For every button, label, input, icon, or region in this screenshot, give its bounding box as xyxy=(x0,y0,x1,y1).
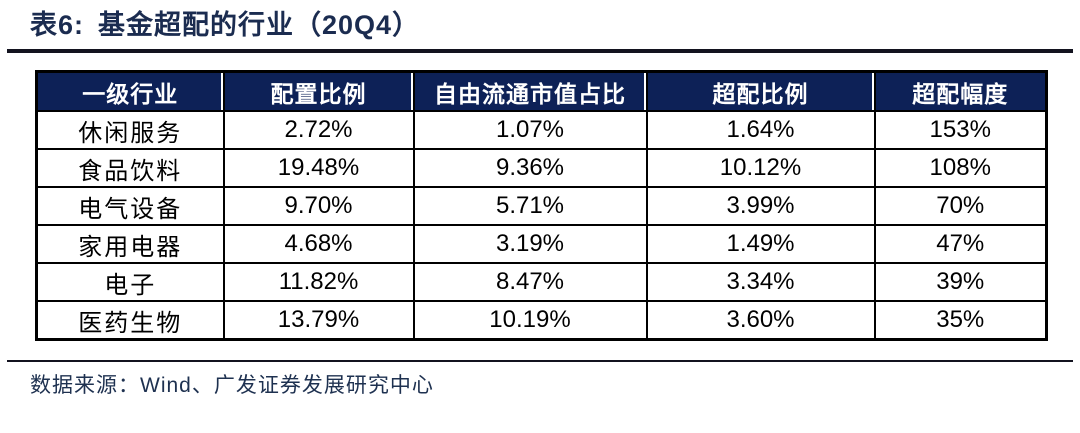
overweight-ratio-value: 3.60% xyxy=(645,300,876,341)
allocation-ratio-value: 11.82% xyxy=(222,262,415,302)
overweight-ratio-value: 10.12% xyxy=(645,148,876,188)
industry-name: 家用电器 xyxy=(35,224,225,264)
footer-divider xyxy=(7,360,1073,362)
free-float-mcap-share-value: 1.07% xyxy=(412,110,648,150)
data-source: 数据来源：Wind、广发证券发展研究中心 xyxy=(30,374,434,397)
fund-overweight-industries-table: 一级行业 配置比例 自由流通市值占比 超配比例 超配幅度 休闲服务 2.72% … xyxy=(35,70,1048,341)
title-divider xyxy=(7,49,1073,53)
industry-name: 食品饮料 xyxy=(35,148,225,188)
free-float-mcap-share-value: 3.19% xyxy=(412,224,648,264)
free-float-mcap-share-value: 8.47% xyxy=(412,262,648,302)
industry-name: 电气设备 xyxy=(35,186,225,226)
column-header-overweight-ratio: 超配比例 xyxy=(645,70,876,112)
table-row: 电子 11.82% 8.47% 3.34% 39% xyxy=(35,262,1048,302)
industry-name: 休闲服务 xyxy=(35,110,225,150)
table-row: 电气设备 9.70% 5.71% 3.99% 70% xyxy=(35,186,1048,226)
overweight-magnitude-value: 35% xyxy=(873,300,1048,341)
table-number-label: 表6: xyxy=(30,10,85,40)
industry-name: 电子 xyxy=(35,262,225,302)
overweight-magnitude-value: 47% xyxy=(873,224,1048,264)
overweight-ratio-value: 1.49% xyxy=(645,224,876,264)
allocation-ratio-value: 13.79% xyxy=(222,300,415,341)
column-header-industry: 一级行业 xyxy=(35,70,225,112)
table-title-text: 基金超配的行业（20Q4） xyxy=(98,10,421,40)
free-float-mcap-share-value: 9.36% xyxy=(412,148,648,188)
table-header-row: 一级行业 配置比例 自由流通市值占比 超配比例 超配幅度 xyxy=(35,70,1048,112)
allocation-ratio-value: 2.72% xyxy=(222,110,415,150)
column-header-allocation-ratio: 配置比例 xyxy=(222,70,415,112)
table-row: 休闲服务 2.72% 1.07% 1.64% 153% xyxy=(35,110,1048,150)
overweight-magnitude-value: 70% xyxy=(873,186,1048,226)
free-float-mcap-share-value: 10.19% xyxy=(412,300,648,341)
allocation-ratio-value: 4.68% xyxy=(222,224,415,264)
table-row: 家用电器 4.68% 3.19% 1.49% 47% xyxy=(35,224,1048,264)
table-row: 食品饮料 19.48% 9.36% 10.12% 108% xyxy=(35,148,1048,188)
overweight-ratio-value: 3.99% xyxy=(645,186,876,226)
allocation-ratio-value: 19.48% xyxy=(222,148,415,188)
table-title: 表6: 基金超配的行业（20Q4） xyxy=(30,8,1080,42)
overweight-magnitude-value: 39% xyxy=(873,262,1048,302)
column-header-free-float-mcap-share: 自由流通市值占比 xyxy=(412,70,648,112)
table-row: 医药生物 13.79% 10.19% 3.60% 35% xyxy=(35,300,1048,341)
overweight-ratio-value: 1.64% xyxy=(645,110,876,150)
allocation-ratio-value: 9.70% xyxy=(222,186,415,226)
overweight-ratio-value: 3.34% xyxy=(645,262,876,302)
column-header-overweight-magnitude: 超配幅度 xyxy=(873,70,1048,112)
overweight-magnitude-value: 153% xyxy=(873,110,1048,150)
free-float-mcap-share-value: 5.71% xyxy=(412,186,648,226)
industry-name: 医药生物 xyxy=(35,300,225,341)
overweight-magnitude-value: 108% xyxy=(873,148,1048,188)
